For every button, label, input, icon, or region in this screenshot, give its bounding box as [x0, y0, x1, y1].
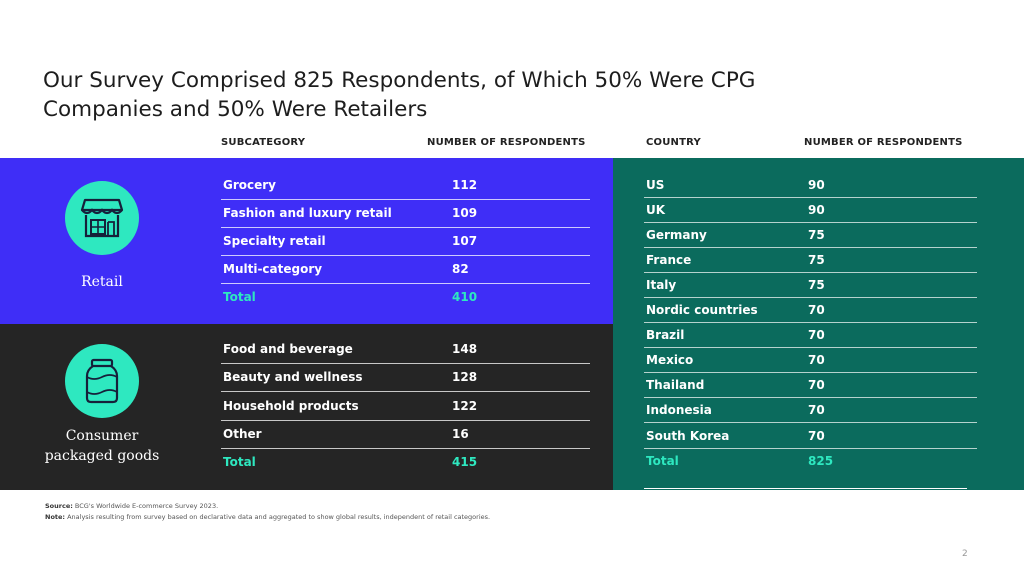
retail-label: Retail [81, 274, 123, 290]
total-label: Total [646, 454, 679, 468]
country-row: Nordic countries 70 [644, 298, 977, 323]
respondent-count: 82 [452, 262, 469, 276]
storefront-icon [65, 181, 139, 255]
country-name: UK [646, 203, 666, 217]
total-value: 415 [452, 455, 478, 469]
subcategory-name: Grocery [223, 178, 277, 192]
page-number: 2 [962, 549, 968, 559]
subcategory-name: Beauty and wellness [223, 370, 363, 384]
country-row: Thailand 70 [644, 373, 977, 398]
subcategory-name: Specialty retail [223, 234, 326, 248]
subcategory-name: Household products [223, 399, 359, 413]
country-row: Germany 75 [644, 223, 977, 248]
cpg-label-line2: packaged goods [44, 448, 160, 464]
respondent-count: 112 [452, 178, 478, 192]
total-value: 825 [808, 454, 834, 468]
country-header: COUNTRY [646, 137, 701, 148]
country-row: France 75 [644, 248, 977, 273]
source-text: BCG's Worldwide E-commerce Survey 2023. [74, 502, 219, 510]
source-label: Source: [45, 502, 73, 510]
respondent-count: 122 [452, 399, 478, 413]
cpg-label-line1: Consumer [65, 428, 139, 444]
country-count: 70 [808, 303, 825, 317]
country-name: Italy [646, 278, 677, 292]
cpg-label: Consumer packaged goods [40, 426, 164, 466]
country-name: France [646, 253, 692, 267]
country-row: US 90 [644, 173, 977, 198]
country-count: 75 [808, 278, 825, 292]
country-name: US [646, 178, 665, 192]
table-row: Grocery 112 [221, 171, 590, 200]
country-name: Brazil [646, 328, 685, 342]
country-name: Indonesia [646, 403, 712, 417]
respondent-count: 109 [452, 206, 478, 220]
country-count: 70 [808, 353, 825, 367]
table-row: Specialty retail 107 [221, 227, 590, 256]
country-row: Brazil 70 [644, 323, 977, 348]
table-row: Food and beverage 148 [221, 335, 590, 364]
country-count: 70 [808, 378, 825, 392]
jar-icon [65, 344, 139, 418]
total-row: Total 415 [221, 448, 590, 476]
country-name: Nordic countries [646, 303, 758, 317]
subcategory-name: Fashion and luxury retail [223, 206, 392, 220]
total-value: 410 [452, 290, 478, 304]
total-label: Total [223, 290, 256, 304]
respondent-count: 16 [452, 427, 469, 441]
country-count: 70 [808, 328, 825, 342]
respondents-header-right: NUMBER OF RESPONDENTS [804, 137, 963, 148]
page-title: Our Survey Comprised 825 Respondents, of… [43, 68, 756, 122]
country-count: 75 [808, 228, 825, 242]
country-row: South Korea 70 [644, 424, 977, 449]
country-name: South Korea [646, 429, 730, 443]
respondent-count: 128 [452, 370, 478, 384]
table-row: Fashion and luxury retail 109 [221, 199, 590, 228]
country-row: Italy 75 [644, 273, 977, 298]
table-row: Beauty and wellness 128 [221, 363, 590, 392]
subcategory-header: SUBCATEGORY [221, 137, 306, 148]
country-count: 75 [808, 253, 825, 267]
country-name: Thailand [646, 378, 705, 392]
total-row: Total 410 [221, 283, 590, 311]
subcategory-name: Food and beverage [223, 342, 353, 356]
country-name: Mexico [646, 353, 694, 367]
country-count: 70 [808, 429, 825, 443]
country-name: Germany [646, 228, 707, 242]
divider [644, 488, 967, 489]
note-label: Note: [45, 513, 66, 521]
subcategory-name: Other [223, 427, 262, 441]
country-count: 70 [808, 403, 825, 417]
country-row: Mexico 70 [644, 348, 977, 373]
respondent-count: 148 [452, 342, 478, 356]
country-count: 90 [808, 178, 825, 192]
country-row: UK 90 [644, 198, 977, 223]
subcategory-name: Multi-category [223, 262, 323, 276]
respondents-header-left: NUMBER OF RESPONDENTS [427, 137, 586, 148]
note-text: Analysis resulting from survey based on … [67, 513, 491, 521]
respondent-count: 107 [452, 234, 478, 248]
source-note: Source: BCG's Worldwide E-commerce Surve… [45, 501, 490, 523]
country-total-row: Total 825 [644, 449, 977, 473]
country-count: 90 [808, 203, 825, 217]
table-row: Multi-category 82 [221, 255, 590, 284]
country-band [613, 158, 1024, 490]
country-row: Indonesia 70 [644, 398, 977, 423]
table-row: Household products 122 [221, 392, 590, 421]
total-label: Total [223, 455, 256, 469]
table-row: Other 16 [221, 420, 590, 449]
